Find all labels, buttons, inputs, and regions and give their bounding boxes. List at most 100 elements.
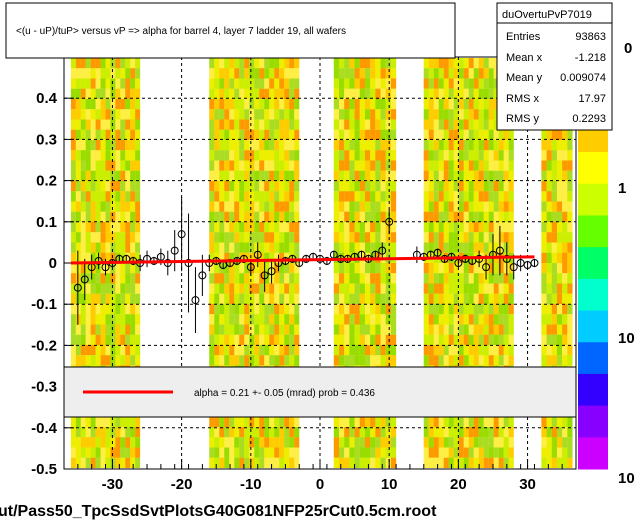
heatmap-cell <box>503 140 509 151</box>
heatmap-cell <box>478 68 484 79</box>
heatmap-cell <box>209 109 215 120</box>
heatmap-cell <box>229 283 235 294</box>
heatmap-cell <box>120 68 126 79</box>
heatmap-cell <box>90 447 96 458</box>
heatmap-cell <box>364 416 371 427</box>
heatmap-cell <box>375 457 381 468</box>
heatmap-cell <box>370 160 376 171</box>
heatmap-cell <box>333 222 340 233</box>
heatmap-cell <box>349 263 355 274</box>
heatmap-cell <box>95 427 101 438</box>
heatmap-cell <box>483 99 489 110</box>
heatmap-cell <box>390 99 397 110</box>
heatmap-cell <box>229 447 235 458</box>
heatmap-cell <box>214 293 220 304</box>
heatmap-cell <box>473 211 479 222</box>
heatmap-cell <box>135 283 141 294</box>
heatmap-cell <box>551 242 557 253</box>
heatmap-cell <box>224 427 230 438</box>
heatmap-cell <box>493 211 499 222</box>
heatmap-cell <box>546 140 552 151</box>
heatmap-cell <box>269 170 275 181</box>
heatmap-cell <box>473 314 479 325</box>
color-scale-label-bottom: 10 <box>618 470 635 487</box>
heatmap-cell <box>80 437 86 448</box>
heatmap-cell <box>269 150 275 161</box>
heatmap-cell <box>344 293 350 304</box>
heatmap-cell <box>333 170 340 181</box>
heatmap-cell <box>209 427 215 438</box>
heatmap-cell <box>269 222 275 233</box>
heatmap-cell <box>428 242 434 253</box>
heatmap-cell <box>503 314 509 325</box>
heatmap-cell <box>364 78 371 89</box>
heatmap-cell <box>433 355 439 366</box>
heatmap-cell <box>483 457 489 468</box>
heatmap-cell <box>95 273 101 284</box>
heatmap-cell <box>90 324 96 335</box>
heatmap-cell <box>219 78 225 89</box>
heatmap-cell <box>488 242 494 253</box>
heatmap-cell <box>244 191 250 202</box>
heatmap-cell <box>80 109 86 120</box>
heatmap-cell <box>75 129 81 140</box>
heatmap-cell <box>546 345 552 356</box>
heatmap-cell <box>468 78 474 89</box>
heatmap-cell <box>85 119 91 130</box>
heatmap-cell <box>339 304 345 315</box>
heatmap-cell <box>90 68 96 79</box>
heatmap-cell <box>70 99 76 110</box>
heatmap-cell <box>483 78 489 89</box>
heatmap-cell <box>473 437 479 448</box>
heatmap-cell <box>224 293 230 304</box>
heatmap-cell <box>359 416 365 427</box>
heatmap-cell <box>370 58 376 69</box>
heatmap-cell <box>289 150 295 161</box>
heatmap-cell <box>354 109 360 120</box>
heatmap-cell <box>428 211 434 222</box>
heatmap-cell <box>562 201 568 212</box>
heatmap-cell <box>433 263 439 274</box>
heatmap-cell <box>249 324 255 335</box>
heatmap-cell <box>468 191 474 202</box>
heatmap-cell <box>359 447 365 458</box>
heatmap-cell <box>105 119 111 130</box>
heatmap-cell <box>488 140 494 151</box>
heatmap-cell <box>333 150 340 161</box>
heatmap-cell <box>284 334 290 345</box>
heatmap-cell <box>269 181 275 192</box>
heatmap-cell <box>100 78 106 89</box>
heatmap-cell <box>130 88 136 99</box>
heatmap-cell <box>110 345 116 356</box>
heatmap-cell <box>120 457 126 468</box>
heatmap-cell <box>209 273 215 284</box>
heatmap-cell <box>453 119 459 130</box>
heatmap-cell <box>279 181 285 192</box>
heatmap-cell <box>274 345 280 356</box>
heatmap-cell <box>239 150 245 161</box>
heatmap-cell <box>95 314 101 325</box>
heatmap-cell <box>130 304 136 315</box>
heatmap-cell <box>259 314 265 325</box>
heatmap-cell <box>100 129 106 140</box>
heatmap-cell <box>339 99 345 110</box>
color-scale-segment <box>578 405 608 438</box>
heatmap-cell <box>229 99 235 110</box>
heatmap-cell <box>264 427 270 438</box>
heatmap-cell <box>333 263 340 274</box>
heatmap-cell <box>423 201 429 212</box>
heatmap-cell <box>493 191 499 202</box>
heatmap-cell <box>359 293 365 304</box>
heatmap-cell <box>125 447 131 458</box>
heatmap-cell <box>359 345 365 356</box>
heatmap-cell <box>95 334 101 345</box>
heatmap-cell <box>339 140 345 151</box>
heatmap-cell <box>269 129 275 140</box>
heatmap-cell <box>463 140 469 151</box>
color-scale-segment <box>578 373 608 407</box>
heatmap-cell <box>219 293 225 304</box>
heatmap-cell <box>95 140 101 151</box>
heatmap-cell <box>423 58 429 69</box>
heatmap-cell <box>562 252 568 263</box>
heatmap-cell <box>75 181 81 192</box>
